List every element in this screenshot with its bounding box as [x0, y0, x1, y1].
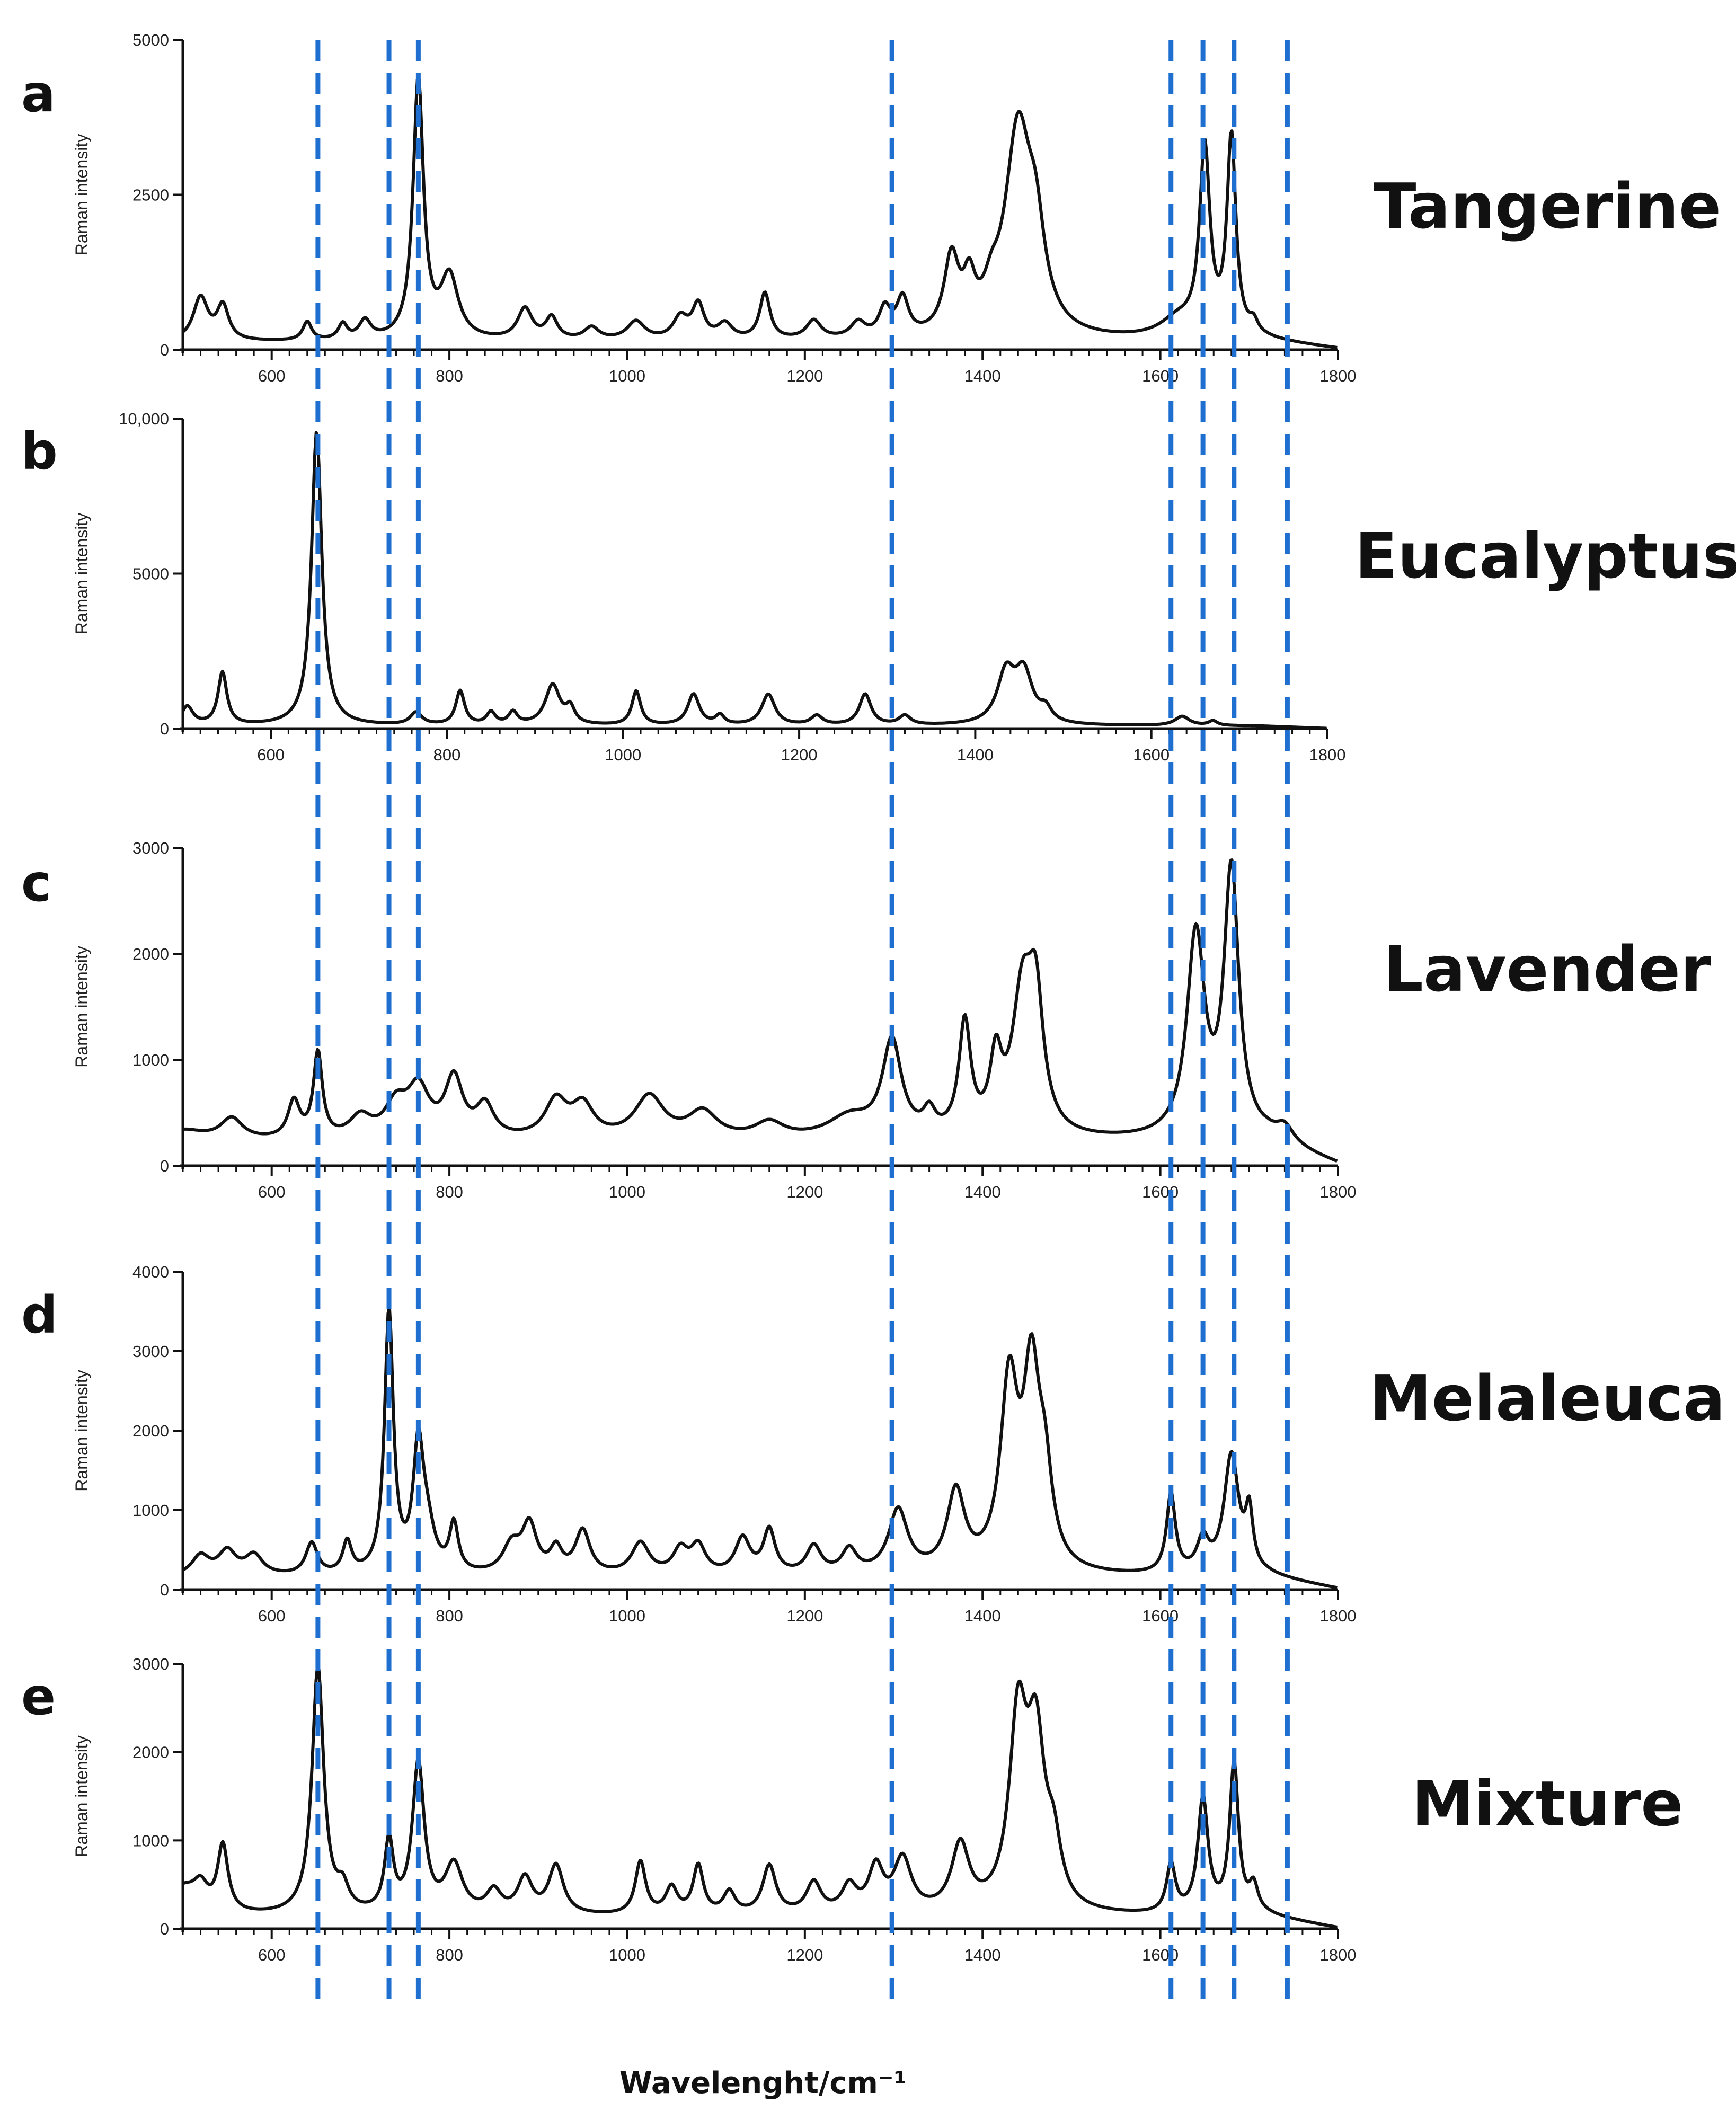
x-tick-label: 1800	[1320, 1946, 1357, 1964]
y-axis-label: Raman intensity	[72, 946, 91, 1067]
dashed-guide-lines	[315, 40, 1290, 2000]
x-tick-label: 1800	[1309, 746, 1346, 764]
x-tick-label: 800	[436, 1183, 463, 1201]
y-tick-label: 10,000	[119, 410, 169, 428]
x-tick-label: 800	[436, 367, 463, 385]
y-tick-label: 2000	[132, 1422, 169, 1440]
x-tick-label: 1400	[957, 746, 994, 764]
x-tick-label: 1400	[964, 1607, 1001, 1625]
spectrum-line	[181, 431, 1327, 730]
x-tick-label: 1200	[786, 1607, 823, 1625]
x-tick-label: 1000	[605, 746, 641, 764]
x-tick-label: 600	[257, 746, 285, 764]
panel-d: d Melaleuca Raman intensity 0 1000 2000 3000 40…	[21, 1263, 1725, 1625]
x-tick-label: 600	[258, 367, 286, 385]
y-tick-label: 5000	[132, 31, 169, 49]
sample-name: Melaleuca	[1369, 1362, 1725, 1435]
y-tick-label: 0	[160, 1581, 169, 1599]
x-tick-label: 600	[258, 1607, 286, 1625]
x-tick-label: 1400	[964, 1183, 1001, 1201]
y-tick-label: 4000	[132, 1263, 169, 1281]
sample-name: Eucalyptus	[1355, 519, 1736, 592]
panel-c: c Lavender Raman intensity 0 1000 2000 3000 600…	[21, 839, 1711, 1201]
y-tick-label: 0	[160, 1157, 169, 1175]
x-tick-label: 1000	[609, 1183, 645, 1201]
y-axis-label: Raman intensity	[72, 1735, 91, 1857]
y-tick-label: 3000	[132, 1342, 169, 1361]
x-tick-label: 600	[258, 1183, 286, 1201]
sample-name: Tangerine	[1374, 170, 1721, 243]
x-axis-label: Wavelenght/cm⁻¹	[619, 2066, 907, 2100]
x-tick-label: 800	[436, 1946, 463, 1964]
panel-letter: b	[21, 422, 58, 481]
x-tick-label: 1600	[1133, 746, 1170, 764]
y-tick-label: 2000	[132, 1743, 169, 1762]
y-tick-label: 0	[160, 1920, 169, 1938]
panel-letter: e	[21, 1667, 56, 1726]
x-tick-label: 1800	[1320, 367, 1357, 385]
panel-letter: c	[21, 854, 51, 913]
panel-letter: a	[21, 64, 56, 123]
x-tick-label: 1000	[609, 367, 645, 385]
y-tick-label: 1000	[132, 1051, 169, 1069]
spectrum-line	[182, 74, 1338, 349]
y-axis-label: Raman intensity	[72, 134, 91, 255]
x-tick-label: 1800	[1320, 1607, 1357, 1625]
x-tick-label: 1400	[964, 1946, 1001, 1964]
panel-a: a Tangerine Raman intensity 0 2500 5000 600 800…	[21, 31, 1721, 385]
spectrum-line	[182, 1306, 1338, 1590]
x-tick-label: 1200	[786, 1946, 823, 1964]
y-tick-label: 2000	[132, 945, 169, 963]
y-tick-label: 5000	[132, 565, 169, 583]
x-tick-label: 800	[436, 1607, 463, 1625]
x-tick-label: 600	[258, 1946, 286, 1964]
y-tick-label: 1000	[132, 1501, 169, 1520]
x-tick-label: 800	[433, 746, 461, 764]
x-tick-label: 1000	[609, 1946, 645, 1964]
y-tick-label: 0	[160, 720, 169, 738]
y-tick-label: 3000	[132, 839, 169, 857]
x-tick-label: 1200	[786, 367, 823, 385]
y-axis-label: Raman intensity	[72, 1370, 91, 1491]
spectrum-line	[182, 1665, 1338, 1929]
panel-b: b Eucalyptus Raman intensity 0 5000 10,000 600…	[21, 410, 1736, 764]
y-tick-label: 2500	[132, 186, 169, 205]
y-axis-label: Raman intensity	[72, 513, 91, 634]
x-tick-label: 1200	[781, 746, 818, 764]
panel-letter: d	[21, 1285, 58, 1345]
x-tick-label: 1200	[786, 1183, 823, 1201]
panel-e: e Mixture Raman intensity 0 1000 2000 3000 600 8…	[21, 1655, 1683, 1964]
spectrum-line	[182, 858, 1338, 1163]
sample-name: Lavender	[1384, 933, 1711, 1006]
y-tick-label: 3000	[132, 1655, 169, 1673]
x-tick-label: 1000	[609, 1607, 645, 1625]
sample-name: Mixture	[1412, 1767, 1684, 1840]
y-tick-label: 1000	[132, 1831, 169, 1850]
x-tick-label: 1400	[964, 367, 1001, 385]
x-tick-label: 1800	[1320, 1183, 1357, 1201]
y-tick-label: 0	[160, 341, 169, 359]
panels: a Tangerine Raman intensity 0 2500 5000 600 800…	[21, 31, 1736, 1964]
